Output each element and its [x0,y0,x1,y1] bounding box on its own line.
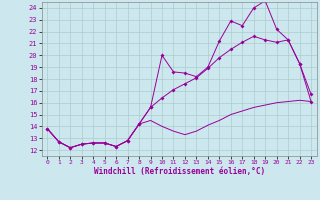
X-axis label: Windchill (Refroidissement éolien,°C): Windchill (Refroidissement éolien,°C) [94,167,265,176]
